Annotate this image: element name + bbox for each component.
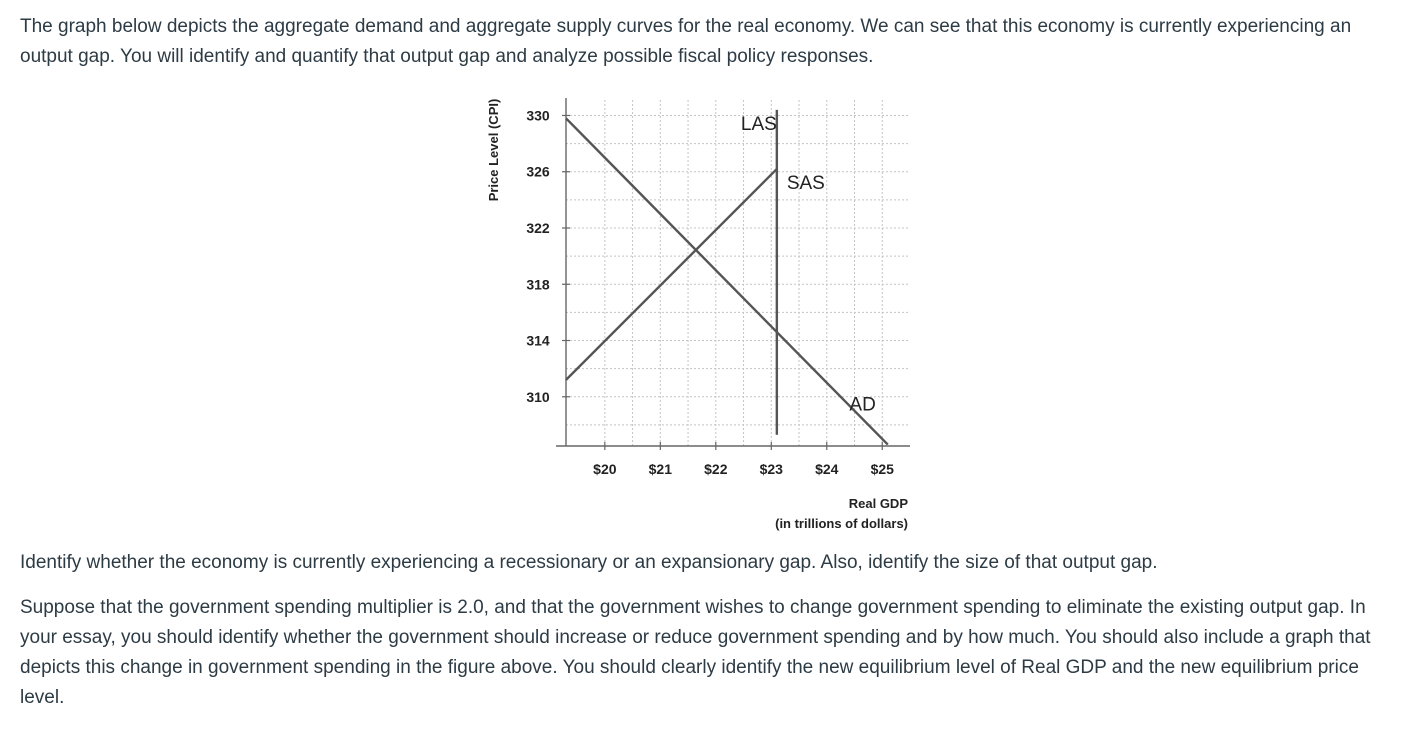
- y-tick-label: 326: [526, 164, 550, 180]
- chart-curves: [565, 109, 889, 446]
- chart-grid: [566, 100, 910, 446]
- x-tick-labels: $20 $21 $22 $23 $24 $25: [593, 442, 894, 477]
- question-gap-type: Identify whether the economy is currentl…: [20, 552, 1158, 573]
- label-ad: AD: [849, 395, 875, 416]
- intro-paragraph: The graph below depicts the aggregate de…: [20, 16, 1352, 67]
- label-las: LAS: [741, 114, 777, 135]
- label-sas: SAS: [787, 173, 825, 194]
- x-tick-label: $23: [760, 461, 784, 477]
- curve-ad: [565, 117, 889, 446]
- ad-as-chart: 330 326 322 318 314 310 $20 $21 $22 $23 $24 $25 LA…: [486, 98, 910, 531]
- x-tick-label: $24: [815, 461, 839, 477]
- x-axis-title: Real GDP: [849, 496, 909, 511]
- x-tick-label: $22: [704, 461, 728, 477]
- y-tick-label: 322: [526, 220, 550, 236]
- x-tick-label: $21: [649, 461, 673, 477]
- x-axis-subtitle: (in trillions of dollars): [775, 516, 908, 531]
- y-tick-label: 314: [526, 333, 550, 349]
- chart-axes: [556, 98, 910, 447]
- y-tick-label: 310: [526, 389, 550, 405]
- y-tick-labels: 330 326 322 318 314 310: [526, 107, 570, 405]
- x-tick-label: $20: [593, 461, 617, 477]
- y-tick-label: 330: [526, 107, 550, 123]
- x-tick-label: $25: [871, 461, 895, 477]
- curve-sas: [565, 168, 778, 381]
- y-tick-label: 318: [526, 276, 550, 292]
- y-axis-title: Price Level (CPI): [486, 99, 501, 202]
- question-fiscal-policy: Suppose that the government spending mul…: [20, 597, 1371, 708]
- curve-labels: LAS SAS AD: [741, 114, 876, 416]
